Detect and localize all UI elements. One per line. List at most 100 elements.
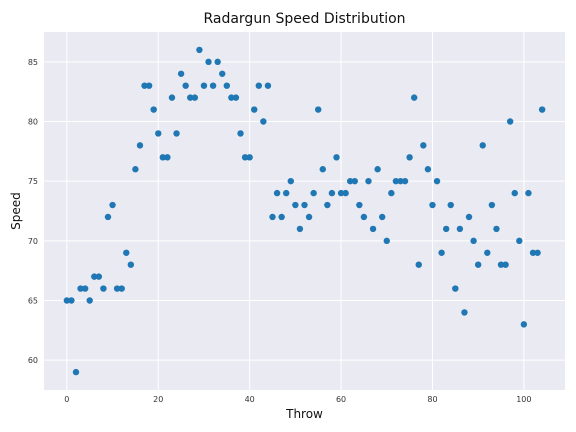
data-point (383, 237, 390, 245)
data-point (127, 261, 135, 268)
data-point (438, 249, 445, 256)
data-point (420, 142, 427, 149)
data-point (315, 106, 322, 113)
data-point (200, 82, 208, 89)
data-point (177, 70, 185, 77)
data-point (328, 189, 336, 197)
data-point (319, 166, 326, 173)
data-point (525, 189, 532, 197)
data-point (356, 201, 363, 209)
data-point (118, 285, 125, 292)
data-point (232, 94, 240, 101)
y-axis-label: Speed (9, 192, 23, 230)
data-point (164, 154, 171, 161)
data-point (141, 82, 148, 89)
data-point (296, 225, 304, 233)
data-point (461, 309, 468, 316)
data-point (159, 154, 167, 161)
data-point (369, 225, 377, 233)
data-point (173, 130, 180, 137)
data-point (429, 201, 436, 209)
data-point (410, 94, 418, 101)
data-point (214, 58, 221, 66)
data-point (397, 177, 404, 185)
data-point (424, 166, 432, 173)
data-point (337, 189, 345, 197)
y-tick-label: 75 (28, 177, 38, 186)
data-point (205, 58, 212, 66)
x-tick-label: 100 (516, 395, 531, 404)
data-point (255, 82, 262, 89)
data-point (479, 142, 486, 149)
data-point (191, 94, 199, 101)
x-tick-label: 80 (427, 395, 437, 404)
data-point (511, 189, 518, 197)
data-point (136, 142, 144, 149)
data-point (474, 261, 482, 268)
data-point (187, 94, 194, 101)
data-point (342, 189, 349, 197)
x-axis-label: Throw (285, 407, 323, 421)
data-point (91, 273, 98, 280)
data-point (237, 130, 244, 137)
data-point (168, 94, 176, 101)
data-point (260, 118, 267, 125)
data-point (273, 189, 281, 197)
data-point (484, 249, 491, 256)
data-point (433, 177, 441, 185)
data-point (283, 189, 290, 197)
x-tick-label: 40 (245, 395, 255, 404)
chart-title: Radargun Speed Distribution (203, 11, 405, 27)
data-point (150, 106, 157, 113)
data-point (415, 261, 422, 268)
data-point (123, 249, 130, 256)
data-point (520, 321, 528, 328)
data-point (401, 177, 409, 185)
data-point (447, 201, 454, 209)
data-point (109, 201, 116, 209)
data-point (228, 94, 235, 101)
data-point (351, 177, 358, 185)
data-point (81, 285, 89, 292)
data-point (529, 249, 537, 256)
data-point (145, 82, 153, 89)
data-point (264, 82, 272, 89)
x-tick-label: 20 (153, 395, 163, 404)
data-point (493, 225, 500, 233)
data-point (86, 297, 93, 304)
data-point (365, 177, 372, 185)
y-tick-label: 70 (28, 237, 38, 246)
data-point (287, 177, 294, 185)
data-point (223, 82, 231, 89)
data-point (104, 213, 112, 221)
data-point (301, 201, 308, 209)
data-point (333, 154, 340, 161)
data-point (63, 297, 71, 304)
y-tick-label: 85 (28, 58, 38, 67)
y-tick-label: 65 (28, 297, 38, 306)
data-point (324, 201, 331, 209)
data-point (378, 213, 386, 221)
data-point (251, 106, 258, 113)
data-point (182, 82, 189, 89)
data-point (452, 285, 459, 292)
data-point (516, 237, 523, 245)
data-point (534, 249, 541, 256)
data-point (246, 154, 253, 161)
data-point (155, 130, 162, 137)
data-point (241, 154, 249, 161)
data-point (392, 177, 400, 185)
data-point (196, 46, 203, 54)
x-tick-label: 60 (336, 395, 346, 404)
data-point (374, 166, 381, 173)
plot-area (44, 32, 565, 390)
data-point (292, 201, 299, 209)
data-point (506, 118, 514, 125)
data-point (497, 261, 505, 268)
data-point (347, 177, 354, 185)
y-tick-label: 60 (28, 356, 38, 365)
data-point (305, 213, 313, 221)
data-point (488, 201, 496, 209)
